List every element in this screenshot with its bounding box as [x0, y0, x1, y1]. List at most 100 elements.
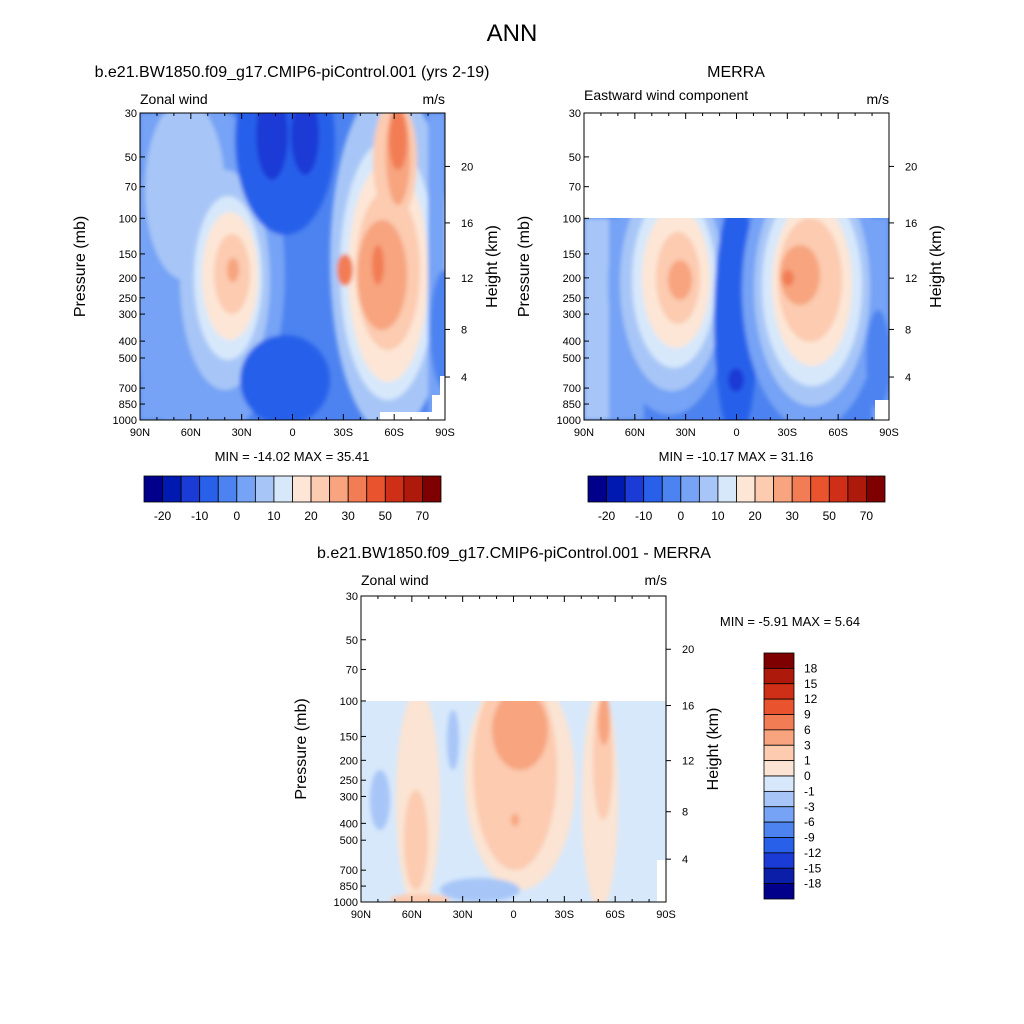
panel-obs-y2label: Height (km): [928, 225, 945, 308]
panel-diff-pressure-tick-label: 100: [340, 696, 358, 708]
panel-diff-height-tick-label: 4: [682, 854, 688, 866]
panel-diff-pressure-tick-label: 70: [346, 664, 358, 676]
panel-diff-colorbar-label: -12: [804, 846, 822, 860]
panel-obs-colorbar-label: 70: [860, 509, 874, 523]
panel-model-colorbar-label: -20: [154, 509, 172, 523]
panel-obs-colorbar-swatch: [736, 475, 756, 503]
panel-model-y2label: Height (km): [484, 225, 501, 308]
panel-diff-colorbar-label: 3: [804, 738, 811, 752]
panel-diff-colorbar-swatch: [763, 667, 795, 685]
panel-diff-colorbar-swatch: [763, 806, 795, 823]
panel-model-title: b.e21.BW1850.f09_g17.CMIP6-piControl.001…: [95, 64, 490, 81]
panel-diff-ylabel: Pressure (mb): [293, 698, 310, 799]
panel-diff-contour-field: [361, 701, 666, 902]
panel-model-lat-tick-label: 90S: [435, 427, 455, 439]
panel-model-colorbar-swatch: [384, 475, 405, 503]
panel-obs-colorbar-label: 0: [677, 509, 684, 523]
panel-diff-pressure-tick-label: 400: [340, 818, 358, 830]
panel-obs-pressure-tick-label: 400: [563, 336, 581, 348]
panel-diff-lat-tick-label: 90N: [351, 909, 371, 921]
panel-obs-height-tick-label: 20: [905, 161, 917, 173]
panel-obs-pressure-tick-label: 200: [563, 273, 581, 285]
panel-model-pressure-tick-label: 200: [119, 273, 137, 285]
panel-model-pressure-tick-label: 500: [119, 353, 137, 365]
panel-diff-pressure-tick-label: 500: [340, 835, 358, 847]
panel-diff-colorbar-label: 0: [804, 769, 811, 783]
panel-diff-pressure-tick-label: 700: [340, 865, 358, 877]
panel-diff-colorbar-swatch: [763, 867, 795, 885]
panel-model-pressure-tick-label: 30: [125, 108, 137, 120]
panel-obs-colorbar-swatch: [773, 475, 793, 503]
panel-diff-height-tick-label: 20: [682, 644, 694, 656]
panel-obs-colorbar-swatch: [754, 475, 775, 503]
panel-obs-colorbar-swatch: [587, 475, 607, 503]
panel-obs-colorbar-swatch: [643, 475, 663, 503]
panel-diff-colorbar-label: 1: [804, 754, 811, 768]
panel-obs-pressure-tick-label: 1000: [557, 415, 581, 427]
panel-model-colorbar-label: 10: [267, 509, 281, 523]
panel-obs-colorbar-label: -10: [635, 509, 653, 523]
panel-diff-colorbar-swatch: [763, 760, 795, 777]
panel-model: b.e21.BW1850.f09_g17.CMIP6-piControl.001…: [72, 64, 501, 523]
panel-model-lat-tick-label: 30N: [232, 427, 252, 439]
panel-model-pressure-tick-label: 400: [119, 336, 137, 348]
panel-diff-colorbar-swatch: [763, 683, 795, 700]
panel-diff-height-tick-label: 12: [682, 756, 694, 768]
panel-diff-colorbar-swatch: [763, 852, 795, 869]
panel-diff-lat-tick-label: 30S: [555, 909, 575, 921]
panel-diff-colorbar-label: 6: [804, 723, 811, 737]
panel-obs-lat-tick-label: 30S: [778, 427, 798, 439]
panel-obs-colorbar-swatch: [606, 475, 626, 503]
panel-diff-colorbar-swatch: [763, 652, 795, 669]
panel-diff-colorbar-swatch: [763, 837, 795, 854]
panel-model-colorbar-swatch: [217, 475, 238, 503]
panel-model-colorbar-label: 30: [342, 509, 356, 523]
panel-model-colorbar-swatch: [329, 475, 349, 503]
panel-model-pressure-tick-label: 850: [119, 399, 137, 411]
panel-obs-lat-tick-label: 90N: [574, 427, 594, 439]
panel-diff-pressure-tick-label: 250: [340, 775, 358, 787]
panel-model-pressure-tick-label: 50: [125, 152, 137, 164]
panel-diff-units: m/s: [644, 572, 667, 588]
panel-obs-height-tick-label: 16: [905, 218, 917, 230]
panel-model-ylabel: Pressure (mb): [72, 216, 89, 317]
panel-obs-colorbar-label: 10: [711, 509, 725, 523]
panel-obs-stats: MIN = -10.17 MAX = 31.16: [659, 449, 814, 464]
panel-diff-pressure-tick-label: 300: [340, 791, 358, 803]
panel-obs-colorbar-label: 50: [823, 509, 837, 523]
panel-model-colorbar-swatch: [273, 475, 293, 503]
panel-obs-contour-field: [584, 218, 889, 420]
panel-diff-pressure-tick-label: 200: [340, 755, 358, 767]
panel-diff-colorbar-label: -15: [804, 861, 822, 875]
panel-obs-pressure-tick-label: 100: [563, 213, 581, 225]
panel-model-pressure-tick-label: 250: [119, 293, 137, 305]
panel-obs-colorbar-swatch: [661, 475, 682, 503]
panel-model-lat-tick-label: 90N: [130, 427, 150, 439]
panel-obs-colorbar-label: -20: [598, 509, 616, 523]
panel-obs-pressure-tick-label: 150: [563, 249, 581, 261]
panel-obs-lat-tick-label: 30N: [676, 427, 696, 439]
panel-obs-ylabel: Pressure (mb): [516, 216, 533, 317]
panel-obs-title: MERRA: [707, 64, 765, 81]
panel-model-lat-tick-label: 0: [289, 427, 295, 439]
panel-diff-height-tick-label: 8: [682, 807, 688, 819]
panel-diff-colorbar-swatch: [763, 883, 795, 900]
panel-obs-colorbar-label: 20: [748, 509, 762, 523]
panel-obs-colorbar-swatch: [791, 475, 812, 503]
panel-model-height-tick-label: 20: [461, 161, 473, 173]
panel-diff-colorbar-label: 12: [804, 692, 818, 706]
panel-obs-pressure-tick-label: 850: [563, 399, 581, 411]
panel-obs-pressure-tick-label: 300: [563, 309, 581, 321]
panel-model-units: m/s: [422, 91, 445, 107]
panel-model-pressure-tick-label: 100: [119, 213, 137, 225]
panel-obs-colorbar-swatch: [680, 475, 700, 503]
panel-model-colorbar-label: 20: [304, 509, 318, 523]
panel-model-colorbar-swatch: [366, 475, 386, 503]
panel-obs-lat-tick-label: 60S: [828, 427, 848, 439]
panel-diff-pressure-tick-label: 1000: [334, 897, 358, 909]
panel-model-lat-tick-label: 30S: [334, 427, 354, 439]
panel-obs-lat-tick-label: 90S: [879, 427, 899, 439]
panel-obs-lat-tick-label: 0: [733, 427, 739, 439]
panel-model-colorbar-swatch: [422, 475, 442, 503]
